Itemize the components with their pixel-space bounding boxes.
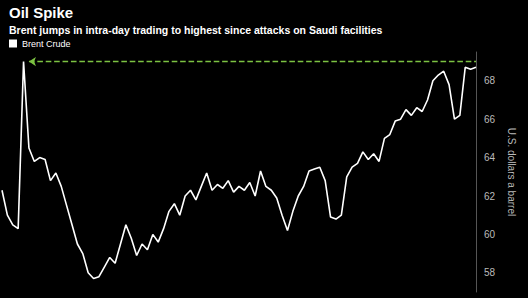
svg-text:60: 60 <box>484 229 496 240</box>
svg-text:68: 68 <box>484 75 496 86</box>
svg-text:Oil Spike: Oil Spike <box>9 4 73 21</box>
svg-text:66: 66 <box>484 114 496 125</box>
svg-text:Brent jumps in intra-day tradi: Brent jumps in intra-day trading to high… <box>9 24 383 36</box>
svg-text:64: 64 <box>484 152 496 163</box>
svg-text:U.S. dollars a barrel: U.S. dollars a barrel <box>506 128 517 216</box>
svg-text:58: 58 <box>484 267 496 278</box>
svg-text:Brent Crude: Brent Crude <box>22 39 71 49</box>
svg-text:62: 62 <box>484 191 496 202</box>
